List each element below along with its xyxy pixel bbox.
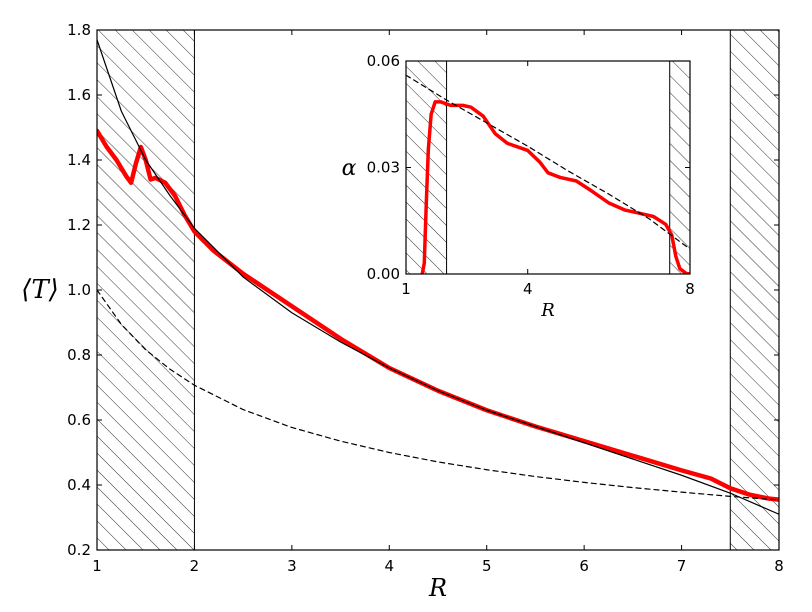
inset-plot: 1 4 8 0.00 0.03 0.06 xyxy=(367,52,695,298)
main-x-tick-label-7: 8 xyxy=(774,557,784,575)
main-y-tick-label-1: 0.4 xyxy=(67,476,91,494)
main-x-axis-title: R xyxy=(428,574,447,602)
main-y-tick-label-8: 1.8 xyxy=(67,21,91,39)
inset-x-tick-label-0: 1 xyxy=(401,280,411,298)
main-y-tick-label-3: 0.8 xyxy=(67,346,91,364)
main-y-tick-label-2: 0.6 xyxy=(67,411,91,429)
inset-y-tick-label-1: 0.03 xyxy=(367,159,400,177)
main-x-tick-label-2: 3 xyxy=(287,557,297,575)
main-x-tick-label-6: 7 xyxy=(677,557,687,575)
main-y-tick-label-0: 0.2 xyxy=(67,541,91,559)
inset-x-tick-label-2: 8 xyxy=(685,280,695,298)
main-x-tick-label-1: 2 xyxy=(190,557,200,575)
main-hatched-region-0 xyxy=(96,29,195,551)
inset-y-tick-label-0: 0.00 xyxy=(367,265,400,283)
main-x-tick-label-4: 5 xyxy=(482,557,492,575)
main-y-tick-label-5: 1.2 xyxy=(67,216,91,234)
inset-series-1 xyxy=(406,74,690,250)
main-y-tick-label-4: 1.0 xyxy=(67,281,91,299)
main-series-2 xyxy=(97,289,779,501)
inset-series-0 xyxy=(420,100,690,274)
main-y-axis-title: ⟨T⟩ xyxy=(21,275,59,305)
main-x-tick-label-0: 1 xyxy=(92,557,102,575)
inset-x-axis-title: R xyxy=(540,300,555,321)
inset-y-axis-title: α xyxy=(342,156,357,181)
main-x-tick-label-3: 4 xyxy=(385,557,395,575)
main-y-tick-label-7: 1.6 xyxy=(67,86,91,104)
main-hatched-region-1 xyxy=(729,29,780,551)
main-x-tick-label-5: 6 xyxy=(579,557,589,575)
inset-series-group xyxy=(406,74,690,274)
inset-y-tick-label-2: 0.06 xyxy=(367,52,400,70)
main-series-1 xyxy=(97,39,779,515)
main-y-tick-label-6: 1.4 xyxy=(67,151,91,169)
inset-x-tick-label-1: 4 xyxy=(523,280,533,298)
inset-plot-area xyxy=(406,61,690,274)
main-series-group xyxy=(97,39,779,515)
